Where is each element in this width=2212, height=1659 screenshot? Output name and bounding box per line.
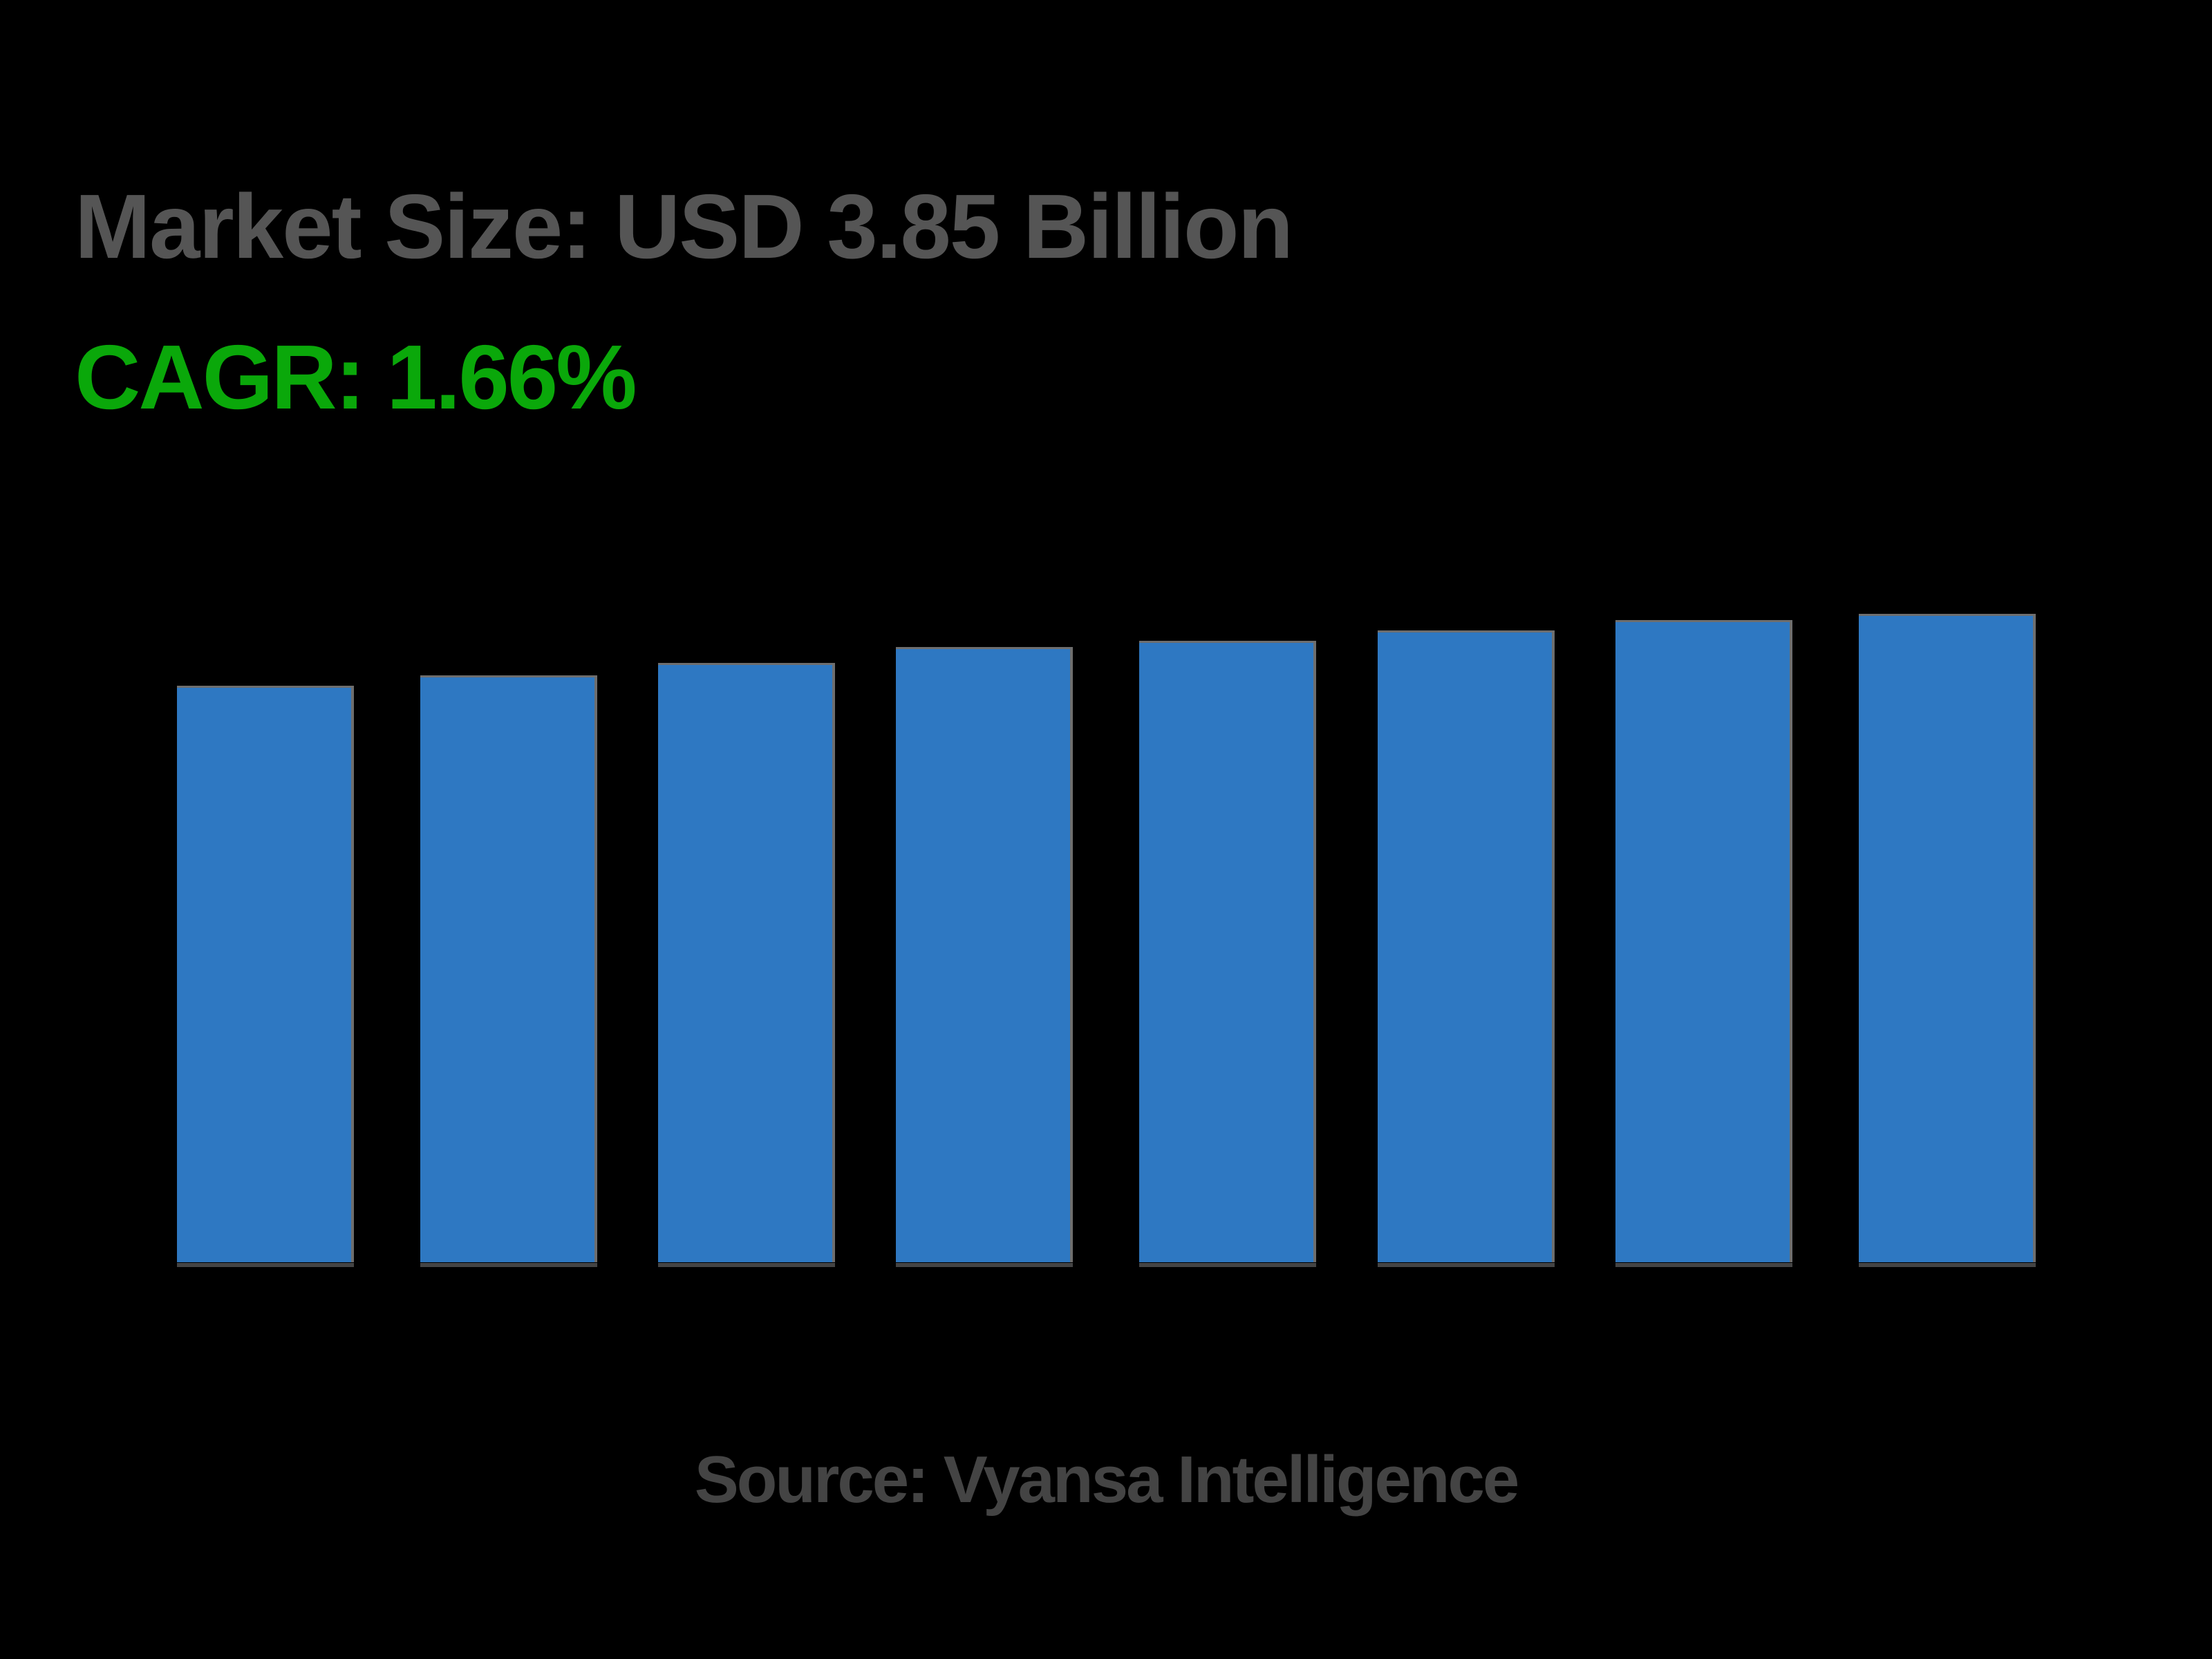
baseline-segment bbox=[896, 1263, 1073, 1267]
bar-6 bbox=[1378, 630, 1555, 1262]
bar-4 bbox=[896, 647, 1073, 1262]
baseline-segment bbox=[420, 1263, 597, 1267]
bar-2 bbox=[420, 675, 597, 1262]
bar-7 bbox=[1615, 620, 1792, 1262]
baseline-segment bbox=[1615, 1263, 1792, 1267]
cagr-label: CAGR: 1.66% bbox=[75, 326, 637, 428]
bar-5 bbox=[1139, 641, 1316, 1262]
source-note: Source: Vyansa Intelligence bbox=[694, 1443, 1520, 1517]
baseline-segment bbox=[177, 1263, 354, 1267]
baseline-segment bbox=[1378, 1263, 1555, 1267]
baseline-segment bbox=[1859, 1263, 2036, 1267]
bar-3 bbox=[658, 663, 835, 1262]
bar-1 bbox=[177, 686, 354, 1262]
bar-8 bbox=[1859, 614, 2036, 1262]
baseline-segment bbox=[658, 1263, 835, 1267]
baseline-segment bbox=[1139, 1263, 1316, 1267]
market-size-title: Market Size: USD 3.85 Billion bbox=[75, 176, 1293, 277]
